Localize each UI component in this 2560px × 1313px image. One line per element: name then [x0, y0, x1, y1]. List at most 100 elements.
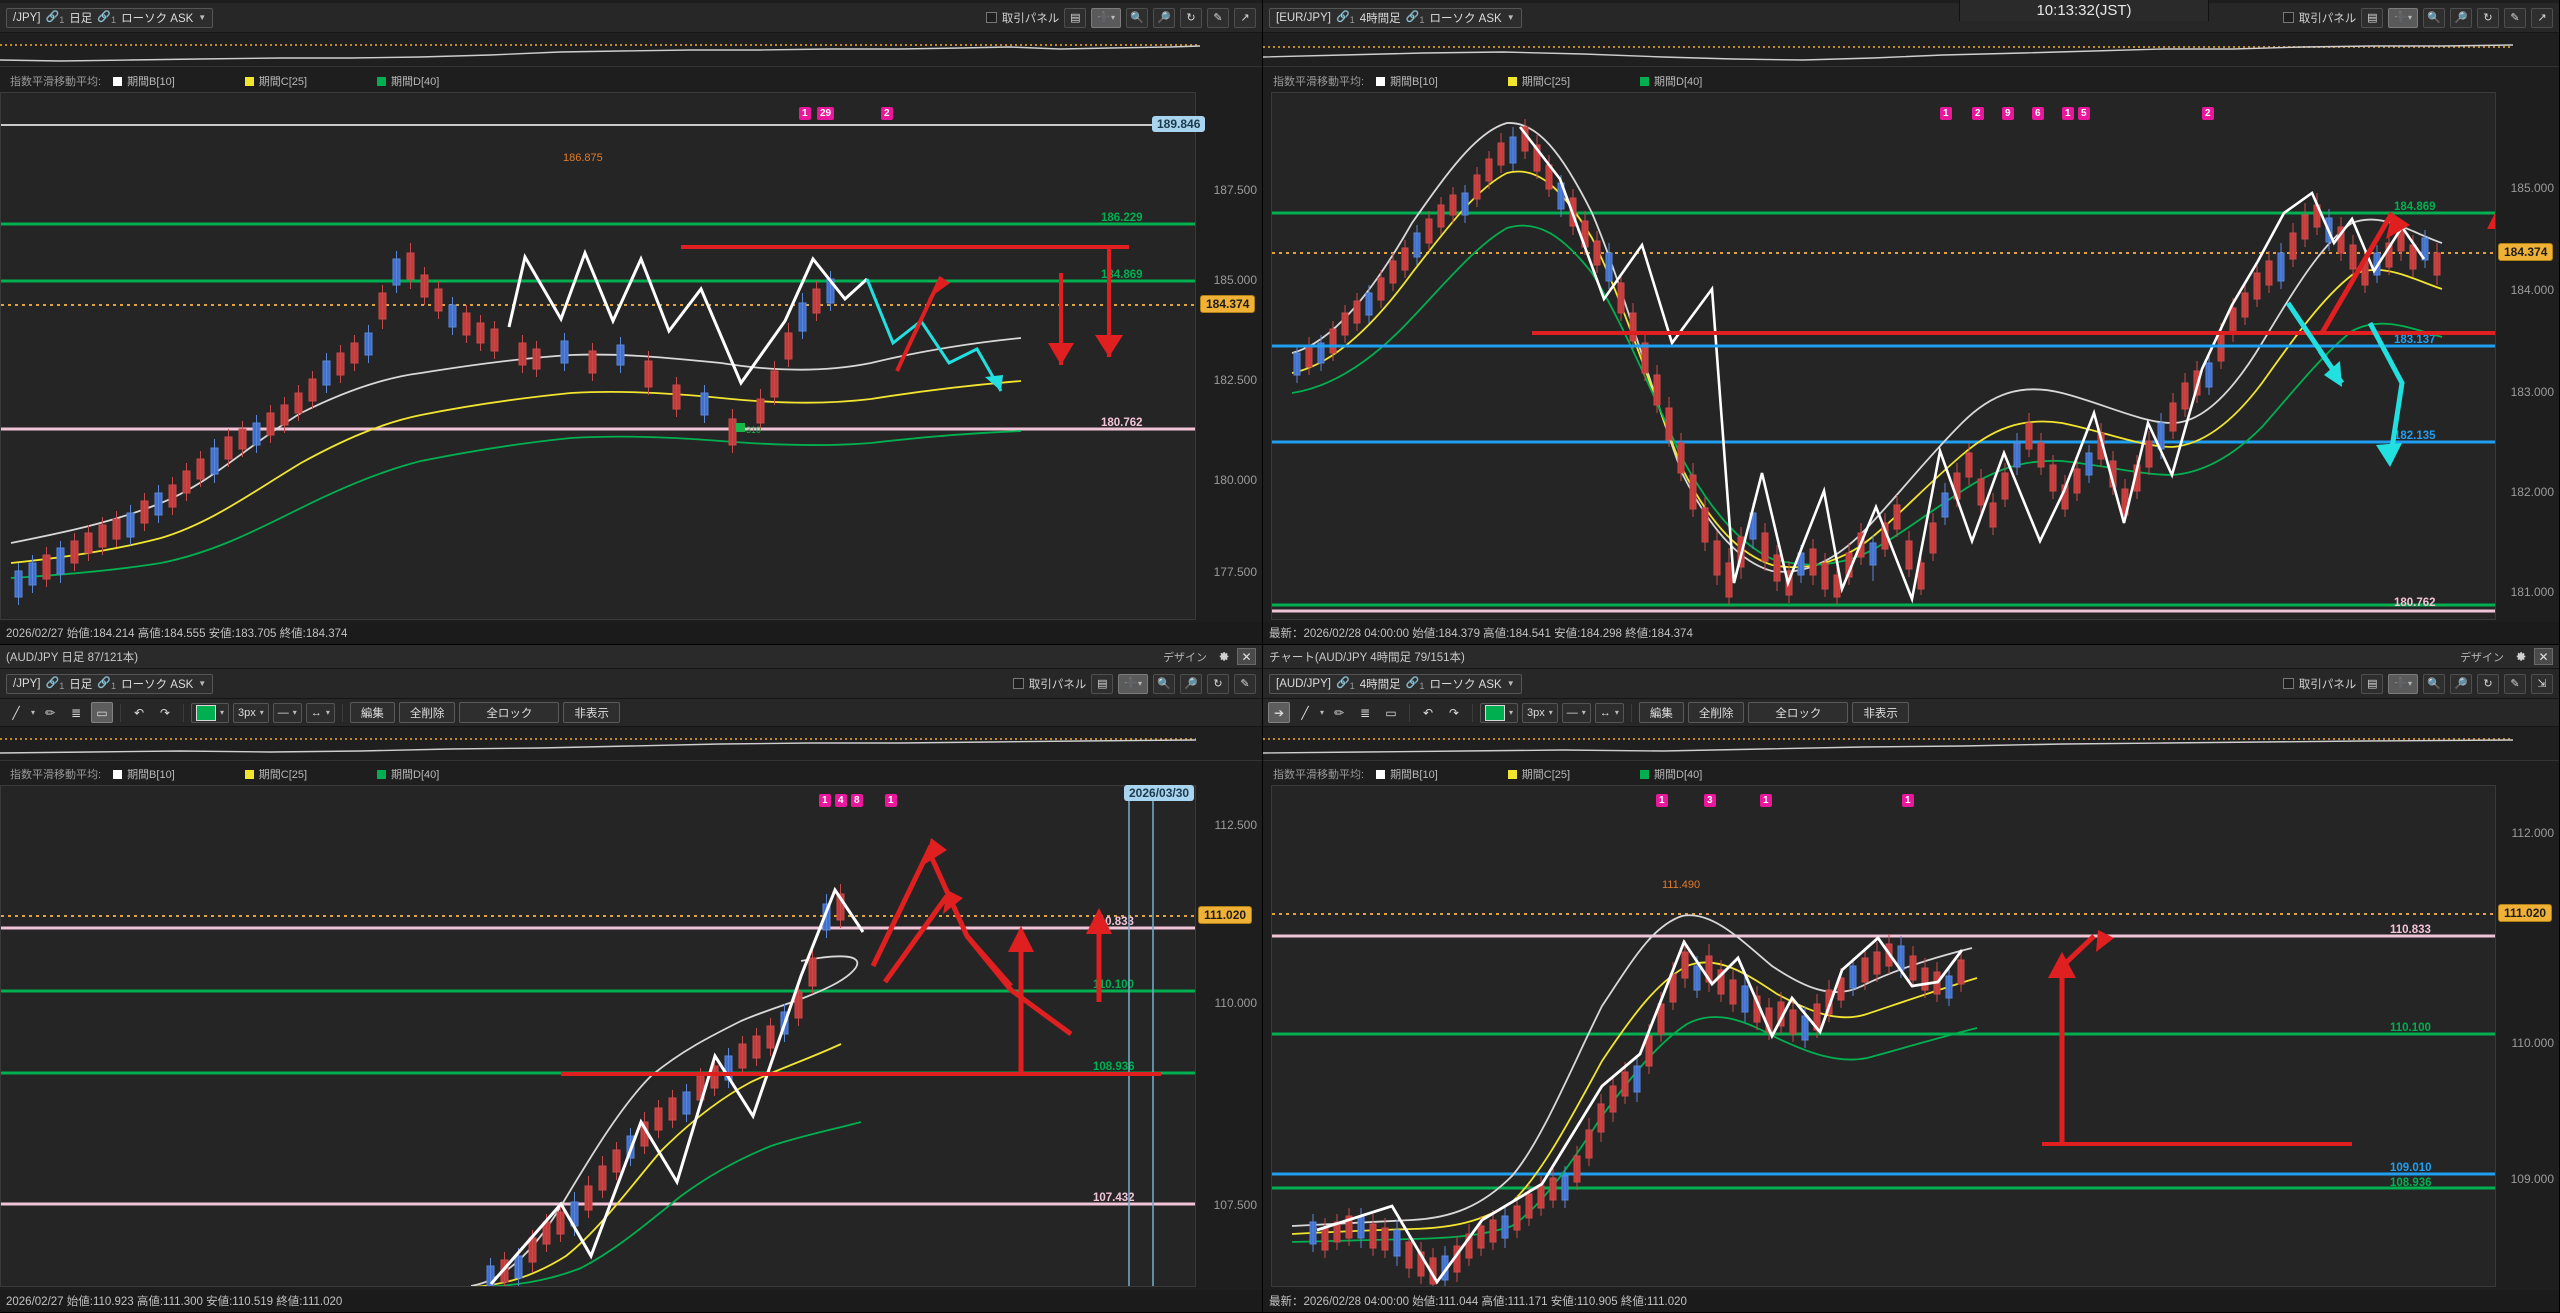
zoom-out-icon[interactable]: 🔎 — [1153, 7, 1175, 28]
order-marker[interactable]: 4 — [835, 794, 847, 807]
fib-icon[interactable]: ≣ — [70, 705, 82, 720]
pencil-icon[interactable]: ✎ — [1207, 7, 1229, 28]
zoom-out-icon[interactable]: 🔎 — [2450, 7, 2472, 28]
line-style-select[interactable]: — ▾ — [1561, 702, 1591, 723]
chevron-down-icon[interactable]: ▼ — [198, 13, 207, 22]
pencil-icon[interactable]: ✏ — [1333, 705, 1345, 720]
line-width-select[interactable]: 3px ▾ — [233, 702, 269, 723]
chevron-down-icon[interactable]: ▾ — [31, 708, 36, 717]
link-icon-2[interactable]: 🔗1 — [97, 10, 117, 26]
trade-panel-checkbox[interactable] — [2282, 678, 2294, 689]
expand-icon[interactable]: ⇲ — [2531, 673, 2553, 694]
symbol-selector[interactable]: /JPY] 🔗1 日足 🔗1 ローソク ASK ▼ — [6, 673, 214, 694]
chevron-down-icon[interactable]: ▾ — [1320, 708, 1325, 717]
panel-4-price-axis[interactable]: 112.000 110.000 109.000 111.020 — [2496, 785, 2559, 1287]
edit-button[interactable]: 編集 — [349, 702, 395, 723]
panel-3-plot[interactable]: 110.833 110.100 108.936 107.432 — [0, 785, 1196, 1287]
order-marker[interactable]: 1 — [1940, 107, 1952, 120]
order-marker[interactable]: 2 — [881, 107, 893, 120]
delete-all-button[interactable]: 全削除 — [1687, 702, 1745, 723]
plus-icon[interactable]: ➕ ▾ — [2388, 673, 2418, 694]
link-icon-1[interactable]: 🔗1 — [1335, 10, 1355, 26]
order-marker[interactable]: 29 — [817, 107, 835, 120]
refresh-icon[interactable]: ↻ — [1207, 673, 1229, 694]
pencil-icon[interactable]: ✎ — [2504, 7, 2526, 28]
order-marker[interactable]: 2 — [1972, 107, 1984, 120]
refresh-icon[interactable]: ↻ — [2477, 7, 2499, 28]
redo-icon[interactable]: ↷ — [1448, 705, 1460, 720]
edit-button[interactable]: 編集 — [1638, 702, 1684, 723]
plus-icon[interactable]: ➕ ▾ — [1091, 7, 1121, 28]
plus-icon[interactable]: ➕ ▾ — [1118, 673, 1148, 694]
panel-2-plot[interactable]: 184.869 183.137 182.135 180.762 — [1271, 92, 2496, 620]
zoom-in-icon[interactable]: 🔍 — [2423, 673, 2445, 694]
fib-icon[interactable]: ≣ — [1359, 705, 1371, 720]
chevron-down-icon[interactable]: ▼ — [1506, 13, 1515, 22]
panel-1-plot[interactable]: 186.229 184.869 180.762 — [0, 92, 1196, 620]
close-icon[interactable]: ✕ — [2534, 648, 2553, 665]
line-width-select[interactable]: 3px ▾ — [1522, 702, 1558, 723]
refresh-icon[interactable]: ↻ — [1180, 7, 1202, 28]
link-icon-1[interactable]: 🔗1 — [45, 676, 65, 692]
pencil-icon[interactable]: ✏ — [44, 705, 56, 720]
arrow-style-select[interactable]: ↔ ▾ — [1594, 702, 1624, 723]
order-marker[interactable]: 1 — [1656, 794, 1668, 807]
order-marker[interactable]: 5 — [2078, 107, 2090, 120]
order-marker[interactable]: 1 — [1760, 794, 1772, 807]
indicator-icon[interactable]: ↗ — [2531, 7, 2553, 28]
pencil-icon[interactable]: ✎ — [1234, 673, 1256, 694]
line-icon[interactable]: ╱ — [1301, 705, 1309, 720]
indicator-icon[interactable]: ↗ — [1234, 7, 1256, 28]
order-icon[interactable]: ▤ — [1064, 7, 1087, 28]
gear-icon[interactable] — [1215, 649, 1231, 665]
zoom-in-icon[interactable]: 🔍 — [2423, 7, 2445, 28]
link-icon-2[interactable]: 🔗1 — [1405, 676, 1425, 692]
link-icon-2[interactable]: 🔗1 — [97, 676, 117, 692]
close-icon[interactable]: ✕ — [1237, 648, 1256, 665]
symbol-selector[interactable]: /JPY] 🔗1 日足 🔗1 ローソク ASK ▼ — [6, 7, 214, 28]
chevron-down-icon[interactable]: ▼ — [198, 679, 207, 688]
undo-icon[interactable]: ↶ — [1422, 705, 1434, 720]
order-marker[interactable]: 1 — [2062, 107, 2074, 120]
link-icon-1[interactable]: 🔗1 — [1335, 676, 1355, 692]
panel-2-price-axis[interactable]: 185.000 184.000 183.000 182.000 181.000 … — [2496, 92, 2559, 620]
order-marker[interactable]: 2 — [2202, 107, 2214, 120]
delete-all-button[interactable]: 全削除 — [398, 702, 456, 723]
symbol-selector[interactable]: [AUD/JPY] 🔗1 4時間足 🔗1 ローソク ASK ▼ — [1269, 673, 1522, 694]
refresh-icon[interactable]: ↻ — [2477, 673, 2499, 694]
trade-panel-checkbox[interactable] — [2282, 12, 2294, 23]
zoom-in-icon[interactable]: 🔍 — [1153, 673, 1175, 694]
link-icon-1[interactable]: 🔗1 — [45, 10, 65, 26]
design-label[interactable]: デザイン — [1163, 651, 1207, 664]
line-icon[interactable]: ╱ — [12, 705, 20, 720]
lock-all-button[interactable]: 全ロック — [459, 702, 560, 723]
symbol-selector[interactable]: [EUR/JPY] 🔗1 4時間足 🔗1 ローソク ASK ▼ — [1269, 7, 1522, 28]
trade-panel-checkbox[interactable] — [1012, 678, 1024, 689]
undo-icon[interactable]: ↶ — [133, 705, 145, 720]
order-icon[interactable]: ▤ — [2361, 673, 2384, 694]
design-label[interactable]: デザイン — [2460, 651, 2504, 664]
trade-panel-checkbox[interactable] — [985, 12, 997, 23]
plus-icon[interactable]: ➕ ▾ — [2388, 7, 2418, 28]
hide-button[interactable]: 非表示 — [563, 702, 620, 723]
rect-icon[interactable]: ▭ — [1385, 705, 1397, 720]
chevron-down-icon[interactable]: ▼ — [1506, 679, 1515, 688]
panel-1-price-axis[interactable]: 187.500 185.000 182.500 180.000 177.500 … — [1196, 92, 1262, 620]
order-marker[interactable]: 1 — [819, 794, 831, 807]
hide-button[interactable]: 非表示 — [1852, 702, 1909, 723]
order-marker[interactable]: 8 — [851, 794, 863, 807]
order-marker[interactable]: 1 — [885, 794, 897, 807]
order-marker[interactable]: 3 — [1704, 794, 1716, 807]
arrow-style-select[interactable]: ↔ ▾ — [305, 702, 335, 723]
order-marker[interactable]: 9 — [2002, 107, 2014, 120]
order-icon[interactable]: ▤ — [2361, 7, 2384, 28]
zoom-out-icon[interactable]: 🔎 — [2450, 673, 2472, 694]
zoom-in-icon[interactable]: 🔍 — [1126, 7, 1148, 28]
rect-icon[interactable]: ▭ — [91, 702, 114, 723]
panel-4-plot[interactable]: 110.833 110.100 109.010 108.936 — [1271, 785, 2496, 1287]
order-marker[interactable]: 6 — [2032, 107, 2044, 120]
order-icon[interactable]: ▤ — [1091, 673, 1114, 694]
order-marker[interactable]: 1 — [799, 107, 811, 120]
panel-3-price-axis[interactable]: 112.500 110.000 107.500 111.020 — [1196, 785, 1262, 1287]
zoom-out-icon[interactable]: 🔎 — [1180, 673, 1202, 694]
